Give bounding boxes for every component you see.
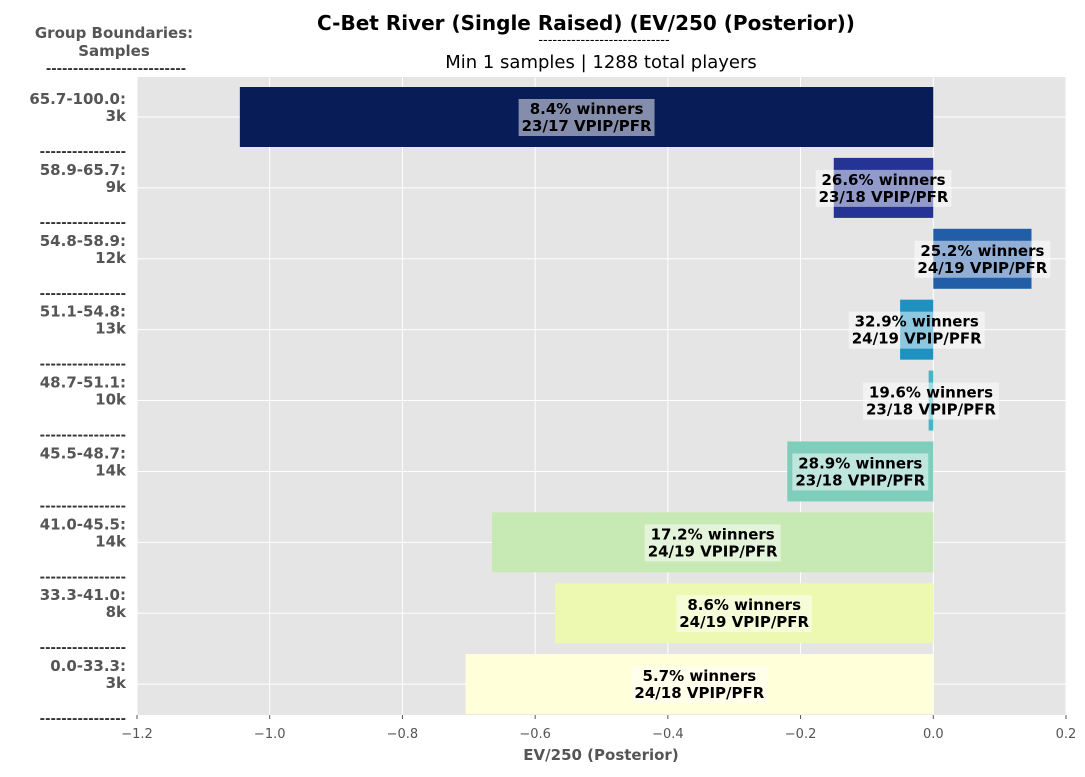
x-axis: −1.2 −1.0 −0.8 −0.6 −0.4 −0.2 0.0 0.2 — [121, 715, 1076, 742]
y-group-separator: ---------------- — [40, 570, 126, 585]
bar-annotation-box — [631, 666, 768, 704]
bar-winners-label: 19.6% winners — [869, 384, 993, 402]
bar-vpip-label: 24/18 VPIP/PFR — [634, 684, 764, 702]
bar-winners-label: 17.2% winners — [651, 525, 775, 543]
y-samples-label: 9k — [106, 178, 127, 196]
bar-annotation-box — [518, 99, 655, 136]
y-group-separator: ---------------- — [40, 145, 126, 160]
bar-winners-label: 8.4% winners — [530, 100, 644, 118]
y-group-label: 45.5-48.7: — [40, 444, 126, 462]
y-group-label: 48.7-51.1: — [40, 374, 126, 392]
y-samples-label: 14k — [95, 461, 127, 479]
y-group-separator: ---------------- — [40, 641, 126, 656]
y-group-separator: ---------------- — [40, 499, 126, 514]
bar-annotation-box — [848, 311, 985, 349]
bar-winners-label: 5.7% winners — [643, 667, 757, 685]
y-group-label: 51.1-54.8: — [40, 303, 126, 321]
y-group-separator: ---------------- — [40, 429, 126, 444]
y-group-label: 54.8-58.9: — [40, 232, 126, 250]
x-tick-label: 0.2 — [1056, 727, 1077, 742]
y-group-separator: ---------------- — [40, 216, 126, 231]
y-samples-label: 8k — [106, 603, 127, 621]
bar-winners-label: 28.9% winners — [798, 454, 922, 472]
bar-vpip-label: 23/17 VPIP/PFR — [522, 117, 652, 135]
bar-annotation-box — [815, 169, 952, 207]
bar-vpip-label: 24/19 VPIP/PFR — [679, 613, 809, 631]
ylabel-header-underline: -------------------------- — [46, 62, 186, 77]
ylabel-header-line-1: Group Boundaries: — [35, 24, 193, 42]
y-samples-label: 3k — [106, 107, 127, 125]
x-axis-label: EV/250 (Posterior) — [523, 746, 678, 764]
y-group-separator: ---------------- — [40, 287, 126, 302]
y-group-separator: ---------------- — [40, 358, 126, 373]
bar-annotation-box — [863, 382, 999, 420]
y-group-label: 41.0-45.5: — [40, 515, 126, 533]
bar-vpip-label: 23/18 VPIP/PFR — [866, 401, 996, 419]
chart-title: C-Bet River (Single Raised) (EV/250 (Pos… — [317, 11, 855, 35]
y-samples-label: 13k — [95, 320, 127, 338]
bar-winners-label: 26.6% winners — [821, 171, 945, 189]
x-tick-label: −0.2 — [785, 727, 817, 742]
ylabel-header-line-2: Samples — [78, 42, 150, 60]
y-group-label: 65.7-100.0: — [29, 90, 126, 108]
bar-annotation-box — [676, 595, 813, 633]
bar-vpip-label: 24/19 VPIP/PFR — [852, 330, 982, 348]
bar-winners-label: 8.6% winners — [687, 596, 801, 614]
chart-title-underline: ---------------------------- — [538, 33, 670, 48]
y-group-separator: ---------------- — [40, 712, 126, 727]
y-samples-label: 10k — [95, 391, 127, 409]
bar-annotation-box — [644, 524, 781, 562]
x-tick-label: −0.6 — [519, 727, 551, 742]
x-tick-label: −1.2 — [121, 727, 153, 742]
x-tick-label: −0.8 — [387, 727, 419, 742]
bar-winners-label: 32.9% winners — [855, 313, 979, 331]
y-samples-label: 3k — [106, 674, 127, 692]
x-tick-label: 0.0 — [923, 727, 944, 742]
bar-vpip-label: 24/19 VPIP/PFR — [917, 259, 1047, 277]
y-group-label: 0.0-33.3: — [50, 657, 126, 675]
y-group-label: 58.9-65.7: — [40, 161, 126, 179]
y-samples-label: 14k — [95, 532, 127, 550]
x-tick-label: −0.4 — [652, 727, 684, 742]
bar-vpip-label: 23/18 VPIP/PFR — [795, 471, 925, 489]
y-samples-label: 12k — [95, 249, 127, 267]
bar-vpip-label: 23/18 VPIP/PFR — [819, 188, 949, 206]
y-axis: 65.7-100.0:3k----------------58.9-65.7:9… — [29, 90, 127, 727]
y-group-label: 33.3-41.0: — [40, 586, 126, 604]
chart-subtitle: Min 1 samples | 1288 total players — [445, 52, 757, 73]
bar-annotation-box — [792, 453, 929, 491]
bar-winners-label: 25.2% winners — [920, 242, 1044, 260]
x-tick-label: −1.0 — [254, 727, 286, 742]
bar-annotation-box — [914, 240, 1051, 278]
bar-vpip-label: 24/19 VPIP/PFR — [648, 542, 778, 560]
